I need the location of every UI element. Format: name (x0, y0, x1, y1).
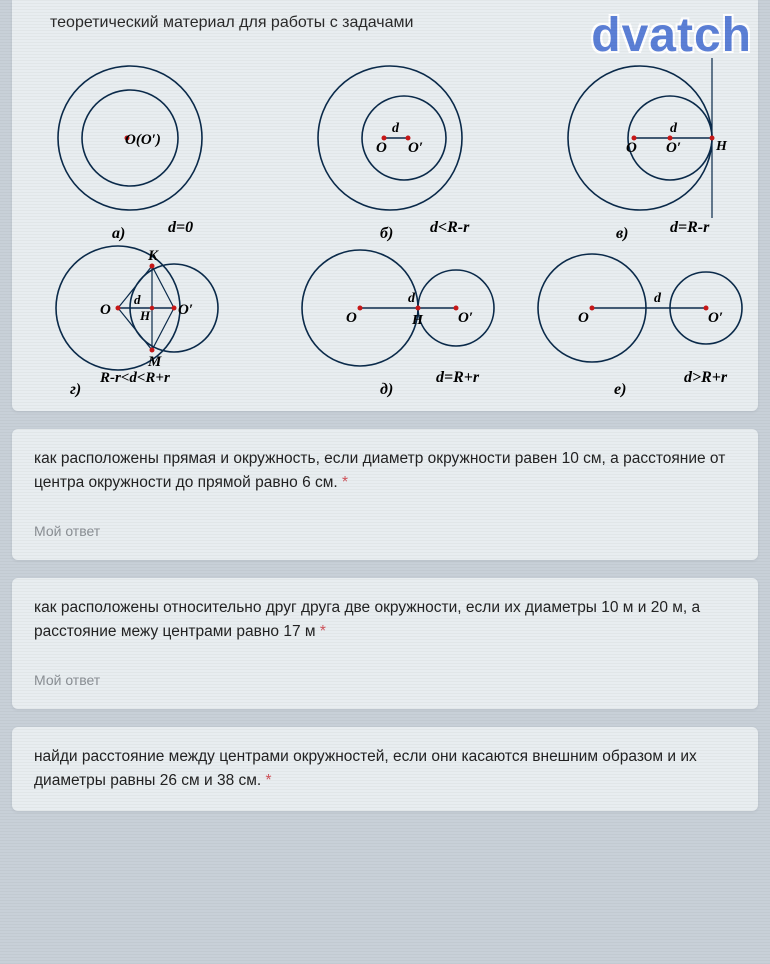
answer-input[interactable]: Мой ответ (34, 672, 736, 691)
svg-text:в): в) (616, 225, 628, 242)
question-card-1: как расположены прямая и окружность, есл… (12, 429, 758, 560)
required-asterisk: * (266, 772, 272, 789)
svg-text:O′: O′ (178, 302, 193, 318)
svg-text:O′: O′ (708, 310, 723, 326)
svg-text:б): б) (380, 225, 393, 242)
svg-text:d: d (134, 292, 141, 307)
svg-text:O′: O′ (458, 310, 473, 326)
question-card-2: как расположены относительно друг друга … (12, 578, 758, 709)
svg-text:H: H (411, 313, 424, 328)
svg-text:O: O (578, 310, 589, 326)
question-text: как расположены относительно друг друга … (34, 596, 736, 644)
svg-text:M: M (147, 354, 162, 370)
svg-text:а): а) (112, 225, 125, 242)
svg-text:O: O (100, 302, 111, 318)
svg-text:O′: O′ (666, 140, 681, 156)
answer-input[interactable]: Мой ответ (34, 523, 736, 542)
svg-text:г): г) (70, 381, 81, 398)
required-asterisk: * (342, 474, 348, 491)
watermark: dvatch (591, 8, 752, 63)
svg-text:H: H (715, 139, 728, 154)
question-text: найди расстояние между центрами окружнос… (34, 745, 736, 793)
svg-text:d>R+r: d>R+r (684, 369, 728, 386)
question-text: как расположены прямая и окружность, есл… (34, 447, 736, 495)
svg-text:d: d (670, 121, 678, 136)
svg-text:R-r<d<R+r: R-r<d<R+r (99, 370, 170, 386)
svg-text:O′: O′ (408, 140, 423, 156)
svg-text:O(O′): O(O′) (125, 132, 161, 148)
svg-text:O: O (376, 140, 387, 156)
svg-text:d=0: d=0 (168, 219, 193, 236)
svg-text:d=R+r: d=R+r (436, 369, 480, 386)
svg-text:O: O (626, 140, 637, 156)
svg-text:d=R-r: d=R-r (670, 219, 710, 236)
svg-text:d: d (654, 291, 662, 306)
svg-text:d<R-r: d<R-r (430, 219, 470, 236)
svg-text:d: d (392, 121, 400, 136)
diagram-container: O(O′) а) d=0 O O′ d б) d<R-r (20, 38, 750, 403)
svg-text:O: O (346, 310, 357, 326)
question-card-3: найди расстояние между центрами окружнос… (12, 727, 758, 811)
svg-text:д): д) (380, 381, 393, 398)
svg-text:d: d (408, 291, 416, 306)
required-asterisk: * (320, 623, 326, 640)
svg-text:е): е) (614, 381, 626, 398)
svg-text:K: K (147, 248, 159, 264)
svg-text:H: H (139, 308, 151, 323)
